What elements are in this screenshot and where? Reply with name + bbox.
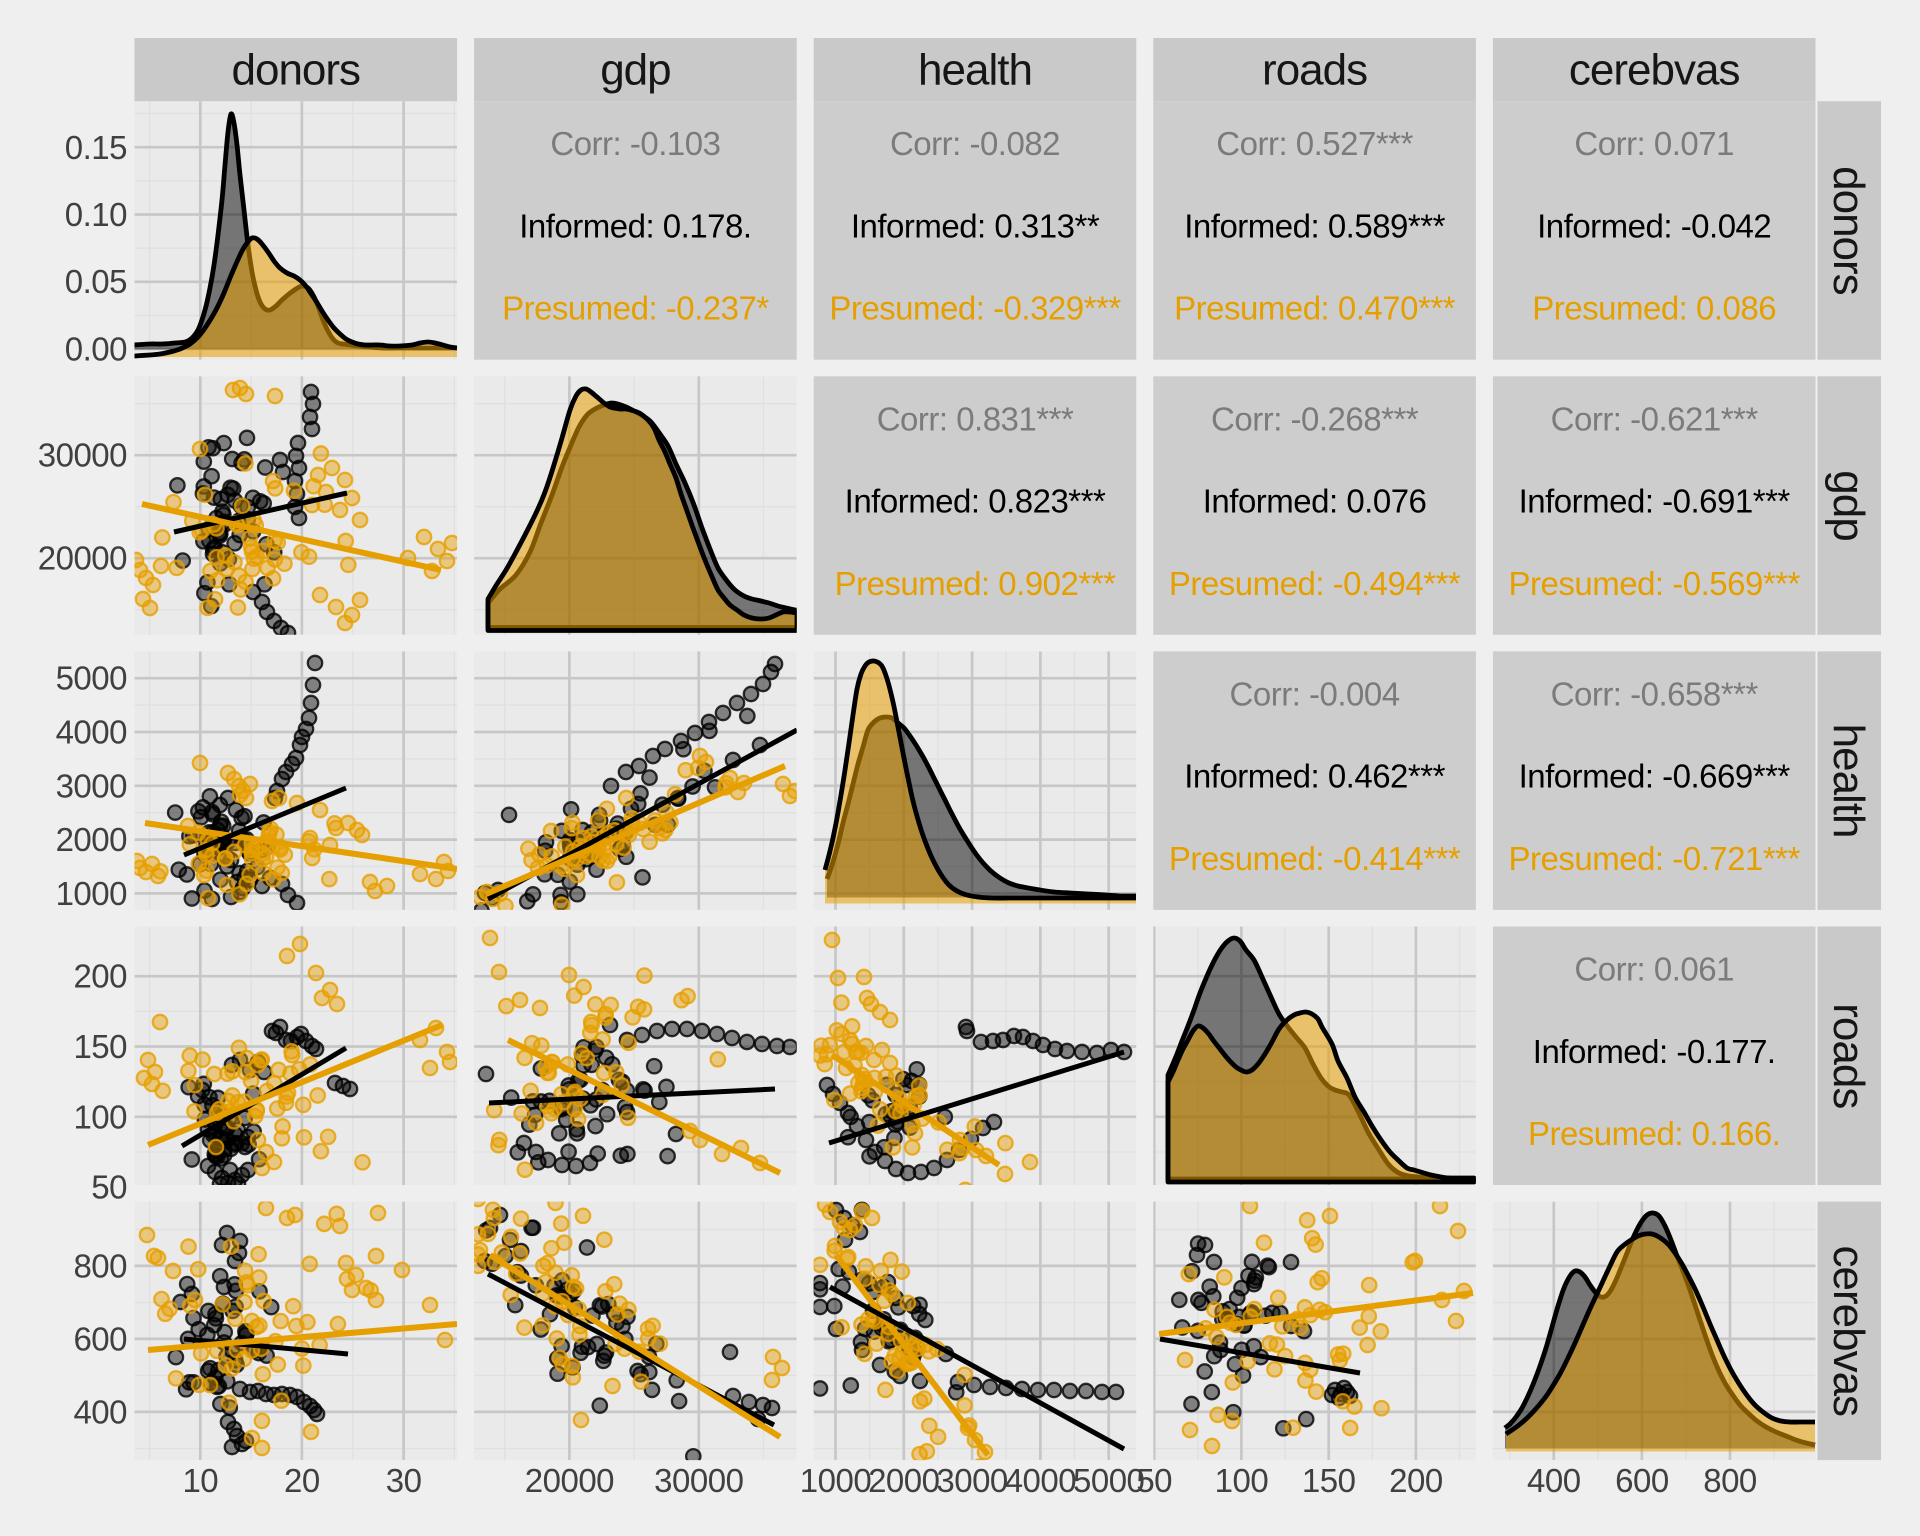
svg-text:100: 100 [73,1098,127,1135]
svg-text:1000: 1000 [56,875,128,912]
svg-text:200: 200 [73,958,127,995]
svg-text:donors: donors [1824,166,1873,295]
svg-text:gdp: gdp [1824,470,1873,540]
svg-text:Informed: -0.669***: Informed: -0.669*** [1519,758,1791,795]
svg-text:4000: 4000 [1005,1462,1077,1499]
svg-text:Corr: 0.061: Corr: 0.061 [1574,951,1734,988]
svg-text:150: 150 [1302,1462,1356,1499]
svg-text:400: 400 [1527,1462,1581,1499]
svg-text:roads: roads [1824,1003,1873,1108]
svg-text:30000: 30000 [38,437,127,474]
svg-text:Presumed: -0.329***: Presumed: -0.329*** [829,290,1121,327]
svg-text:Informed: 0.589***: Informed: 0.589*** [1184,207,1445,244]
svg-text:Presumed: -0.721***: Presumed: -0.721*** [1509,840,1801,877]
svg-text:Corr: -0.103: Corr: -0.103 [550,125,720,162]
svg-text:100: 100 [1215,1462,1269,1499]
svg-text:health: health [1824,724,1873,838]
svg-text:Presumed: -0.414***: Presumed: -0.414*** [1169,840,1461,877]
svg-text:30: 30 [386,1462,422,1499]
svg-text:20000: 20000 [525,1462,614,1499]
svg-text:Presumed: 0.166.: Presumed: 0.166. [1528,1115,1781,1152]
svg-text:Corr: -0.268***: Corr: -0.268*** [1211,400,1419,437]
svg-text:30000: 30000 [654,1462,743,1499]
svg-text:Informed: 0.178.: Informed: 0.178. [519,207,751,244]
svg-text:20: 20 [284,1462,320,1499]
svg-text:Corr: 0.831***: Corr: 0.831*** [877,400,1074,437]
svg-text:Informed: 0.076: Informed: 0.076 [1203,483,1427,520]
svg-text:cerebvas: cerebvas [1824,1246,1873,1417]
svg-text:5000: 5000 [1073,1462,1145,1499]
svg-text:800: 800 [1703,1462,1757,1499]
svg-text:Informed: -0.691***: Informed: -0.691*** [1519,483,1791,520]
svg-text:Presumed: -0.569***: Presumed: -0.569*** [1509,565,1801,602]
svg-text:Corr: 0.527***: Corr: 0.527*** [1216,125,1413,162]
svg-text:Informed: 0.313**: Informed: 0.313** [851,207,1100,244]
svg-text:Corr: -0.082: Corr: -0.082 [890,125,1060,162]
svg-text:3000: 3000 [56,767,128,804]
svg-text:Informed: 0.823***: Informed: 0.823*** [845,483,1106,520]
svg-text:0.10: 0.10 [65,196,127,233]
svg-text:1000: 1000 [800,1462,872,1499]
svg-text:3000: 3000 [936,1462,1008,1499]
svg-text:20000: 20000 [38,540,127,577]
svg-text:5000: 5000 [56,660,128,697]
svg-text:0.15: 0.15 [65,129,127,166]
svg-text:50: 50 [91,1169,127,1206]
svg-text:Informed: -0.042: Informed: -0.042 [1537,207,1771,244]
svg-text:gdp: gdp [600,46,670,95]
svg-text:Presumed: 0.470***: Presumed: 0.470*** [1174,290,1456,327]
svg-text:Corr: -0.658***: Corr: -0.658*** [1551,675,1759,712]
svg-text:600: 600 [73,1320,127,1357]
svg-text:Presumed: 0.086: Presumed: 0.086 [1532,290,1776,327]
svg-text:Corr: -0.621***: Corr: -0.621*** [1551,400,1759,437]
svg-text:Presumed: 0.902***: Presumed: 0.902*** [835,565,1117,602]
svg-text:400: 400 [73,1393,127,1430]
svg-text:Corr: 0.071: Corr: 0.071 [1574,125,1734,162]
svg-text:50: 50 [1136,1462,1172,1499]
svg-text:800: 800 [73,1247,127,1284]
svg-text:Informed: -0.177.: Informed: -0.177. [1533,1033,1776,1070]
svg-text:150: 150 [73,1028,127,1065]
svg-text:4000: 4000 [56,714,128,751]
svg-text:0.05: 0.05 [65,263,127,300]
svg-text:donors: donors [232,46,361,95]
svg-text:health: health [918,46,1032,95]
svg-text:600: 600 [1615,1462,1669,1499]
svg-text:200: 200 [1389,1462,1443,1499]
svg-text:10: 10 [182,1462,218,1499]
svg-text:0.00: 0.00 [65,331,127,368]
svg-text:Corr: -0.004: Corr: -0.004 [1230,675,1400,712]
svg-text:2000: 2000 [56,821,128,858]
svg-text:roads: roads [1262,46,1367,95]
svg-text:Informed: 0.462***: Informed: 0.462*** [1184,758,1445,795]
svg-text:Presumed: -0.237*: Presumed: -0.237* [502,290,769,327]
svg-text:2000: 2000 [868,1462,940,1499]
svg-text:cerebvas: cerebvas [1569,46,1740,95]
svg-text:Presumed: -0.494***: Presumed: -0.494*** [1169,565,1461,602]
